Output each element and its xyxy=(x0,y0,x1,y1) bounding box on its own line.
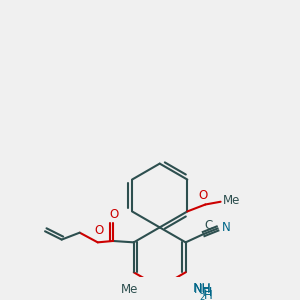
Text: Me: Me xyxy=(224,194,241,207)
Text: H: H xyxy=(204,289,212,300)
Text: C: C xyxy=(205,219,213,232)
Text: H: H xyxy=(202,286,212,299)
Text: N: N xyxy=(222,221,230,234)
Text: O: O xyxy=(198,189,207,202)
Text: 2: 2 xyxy=(199,293,204,300)
Text: O: O xyxy=(110,208,119,221)
Text: Me: Me xyxy=(121,284,138,296)
Text: NH: NH xyxy=(194,284,211,296)
Text: NH: NH xyxy=(193,282,211,295)
Text: O: O xyxy=(94,224,103,237)
